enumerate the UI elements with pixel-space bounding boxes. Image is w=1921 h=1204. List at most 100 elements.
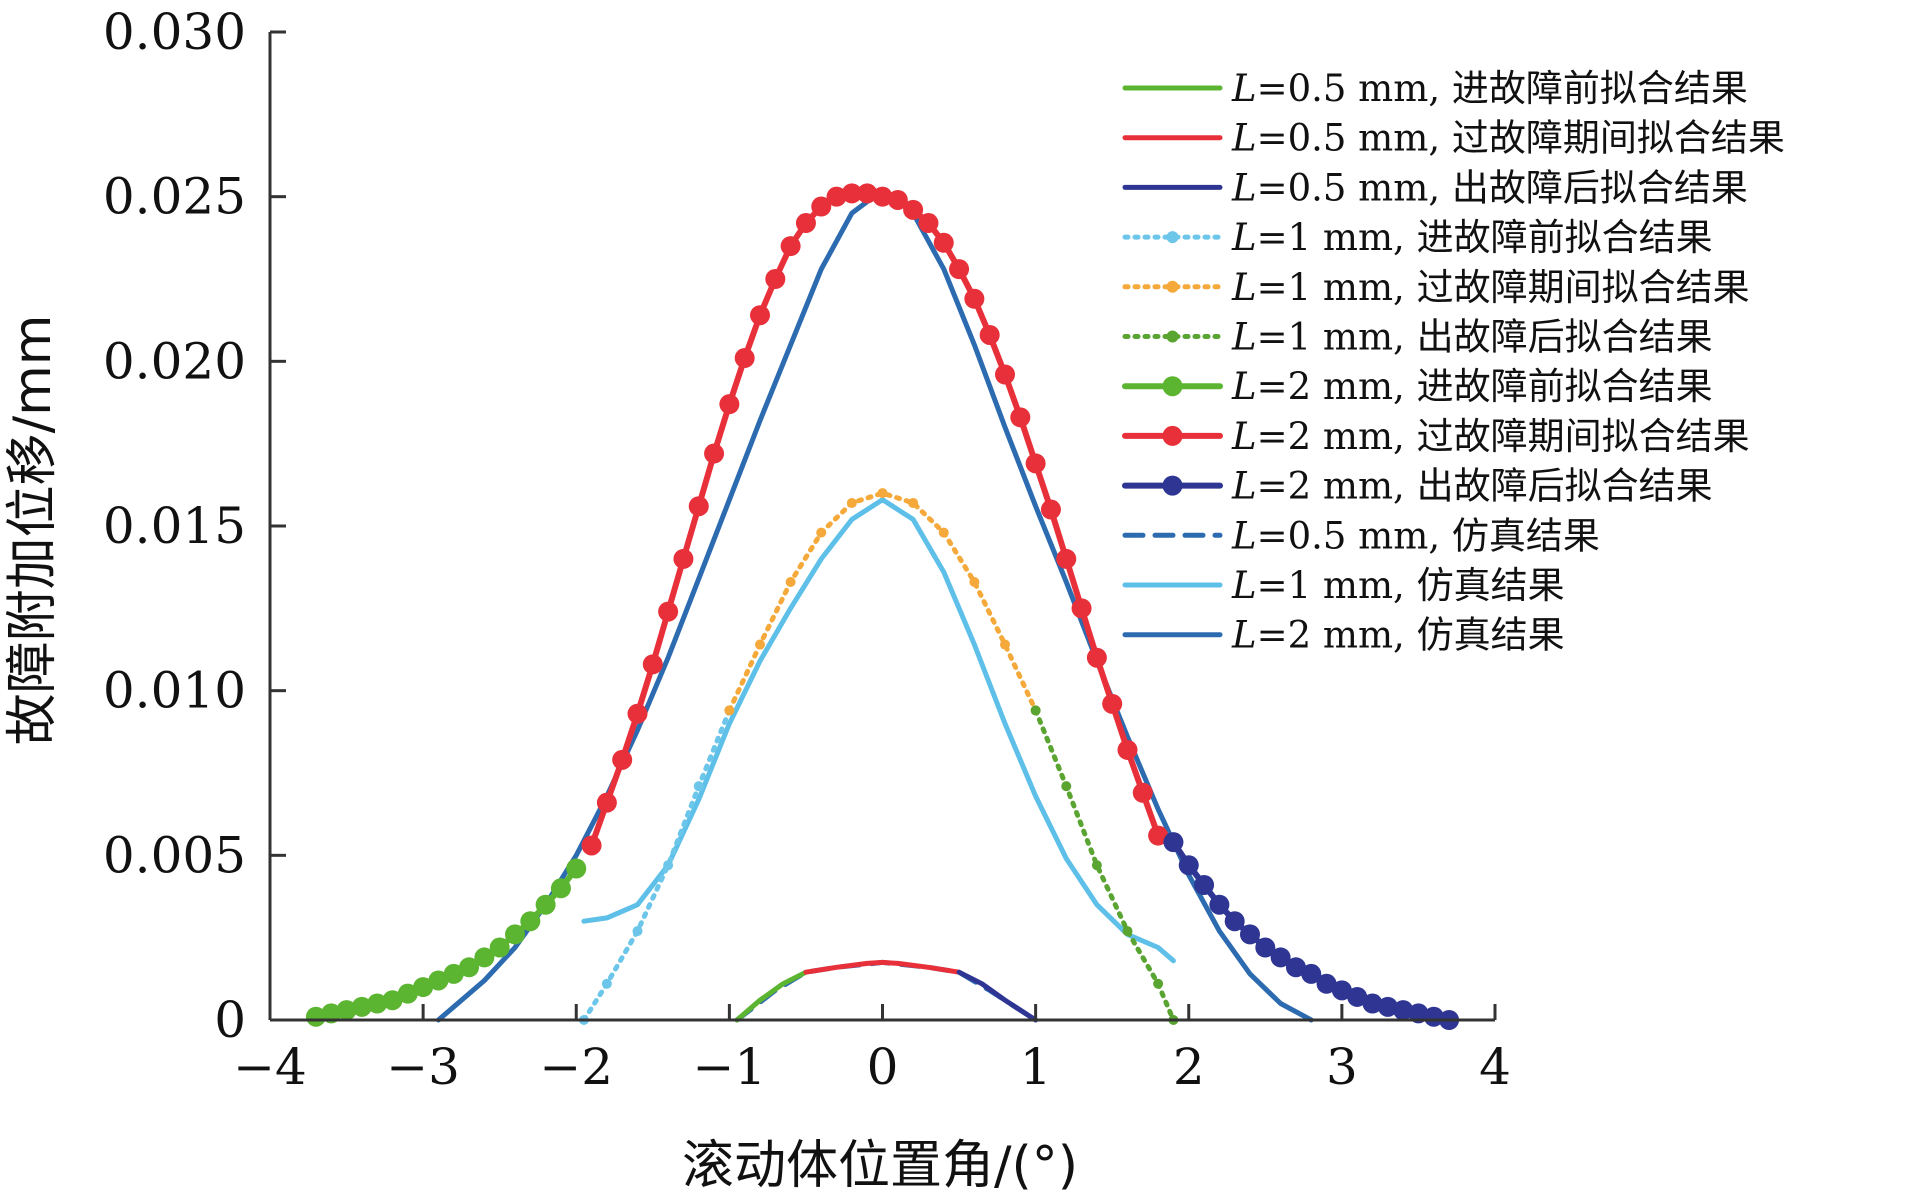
data-point: [826, 186, 847, 207]
data-point: [1240, 924, 1260, 945]
legend-marker: [1162, 475, 1183, 496]
legend-label: L=0.5 mm, 进故障前拟合结果: [1231, 67, 1748, 110]
y-tick-label: 0.015: [103, 497, 246, 555]
x-tick-label: −3: [386, 1038, 460, 1096]
data-point: [474, 947, 495, 968]
series-1: [803, 959, 962, 975]
legend-label: L=1 mm, 仿真结果: [1231, 564, 1565, 607]
x-tick-label: 0: [867, 1038, 899, 1096]
data-point: [872, 186, 893, 207]
data-point: [321, 1003, 342, 1024]
data-point: [428, 970, 449, 991]
x-tick-label: 1: [1020, 1038, 1052, 1096]
legend-label: L=2 mm, 过故障期间拟合结果: [1231, 415, 1750, 458]
data-point: [969, 576, 980, 587]
data-point: [1224, 911, 1245, 932]
data-point: [795, 213, 816, 234]
data-point: [841, 183, 862, 204]
legend-item: L=1 mm, 过故障期间拟合结果: [1122, 266, 1750, 309]
legend-item: L=1 mm, 进故障前拟合结果: [1122, 216, 1713, 259]
data-point: [1316, 973, 1337, 994]
x-tick-label: −1: [693, 1038, 767, 1096]
data-point: [918, 213, 939, 234]
legend-marker: [1166, 280, 1179, 293]
axes: [268, 30, 1497, 1022]
data-point: [780, 236, 801, 257]
data-point: [877, 488, 888, 499]
y-tick-label: 0: [214, 991, 246, 1049]
data-point: [938, 527, 949, 538]
series-10: [581, 497, 1176, 964]
data-point: [1255, 937, 1276, 958]
data-point: [642, 654, 663, 675]
data-point: [489, 937, 510, 958]
data-point: [1010, 407, 1031, 428]
y-tick-label: 0.010: [103, 662, 246, 720]
legend-label: L=1 mm, 进故障前拟合结果: [1231, 216, 1713, 259]
data-point: [1209, 894, 1230, 915]
legend-marker: [1166, 231, 1179, 244]
series-line: [1170, 839, 1453, 1023]
legend-label: L=0.5 mm, 过故障期间拟合结果: [1231, 117, 1785, 160]
data-point: [1393, 1000, 1414, 1021]
data-point: [1030, 705, 1041, 716]
data-point: [1000, 639, 1010, 650]
data-point: [550, 878, 571, 899]
y-axis-title: 故障附加位移/mm: [3, 315, 63, 746]
data-point: [887, 189, 908, 210]
data-point: [1347, 986, 1368, 1007]
data-point: [1163, 832, 1184, 853]
data-point: [1178, 855, 1199, 876]
data-point: [336, 1000, 357, 1021]
legend-item: L=2 mm, 仿真结果: [1122, 614, 1565, 657]
data-point: [535, 894, 556, 915]
data-point: [949, 259, 970, 280]
data-point: [566, 858, 587, 879]
legend-label: L=0.5 mm, 出故障后拟合结果: [1231, 166, 1748, 209]
plot-area: [305, 183, 1460, 1030]
legend-item: L=2 mm, 出故障后拟合结果: [1122, 465, 1713, 508]
legend-label: L=2 mm, 仿真结果: [1231, 614, 1565, 657]
data-point: [908, 497, 919, 508]
x-axis-title: 滚动体位置角/(°): [682, 1136, 1078, 1196]
data-point: [734, 348, 755, 369]
data-point: [658, 601, 679, 622]
data-point: [1301, 963, 1322, 984]
data-point: [459, 957, 480, 978]
series-11: [435, 187, 1314, 1023]
series-line: [581, 707, 732, 1023]
legend-item: L=0.5 mm, 过故障期间拟合结果: [1122, 117, 1785, 160]
series-2: [956, 969, 1039, 1023]
legend-label: L=2 mm, 进故障前拟合结果: [1231, 365, 1713, 408]
series-3: [578, 705, 735, 1025]
legend-item: L=2 mm, 过故障期间拟合结果: [1122, 415, 1750, 458]
series-0: [734, 969, 809, 1023]
legend-item: L=0.5 mm, 进故障前拟合结果: [1122, 67, 1748, 110]
data-point: [1071, 598, 1092, 619]
data-point: [724, 705, 735, 716]
legend-marker: [1162, 376, 1183, 397]
data-point: [632, 926, 643, 937]
data-point: [755, 639, 765, 650]
legend-label: L=1 mm, 出故障后拟合结果: [1231, 316, 1713, 359]
data-point: [413, 977, 434, 998]
data-point: [305, 1006, 326, 1027]
series-4: [724, 488, 1041, 716]
data-point: [1362, 993, 1383, 1014]
data-point: [397, 983, 418, 1004]
legend-marker: [1166, 330, 1179, 343]
data-point: [1040, 499, 1061, 520]
y-tick-label: 0.025: [103, 168, 246, 226]
data-point: [933, 232, 954, 253]
data-point: [1122, 926, 1133, 937]
y-tick-label: 0.005: [103, 826, 246, 884]
data-point: [1194, 874, 1215, 895]
data-point: [688, 496, 709, 517]
series-line: [956, 969, 1039, 1023]
series-7: [581, 183, 1169, 856]
data-point: [846, 497, 857, 508]
legend-item: L=1 mm, 出故障后拟合结果: [1122, 316, 1713, 359]
x-tick-label: 2: [1173, 1038, 1205, 1096]
data-point: [1117, 739, 1138, 760]
